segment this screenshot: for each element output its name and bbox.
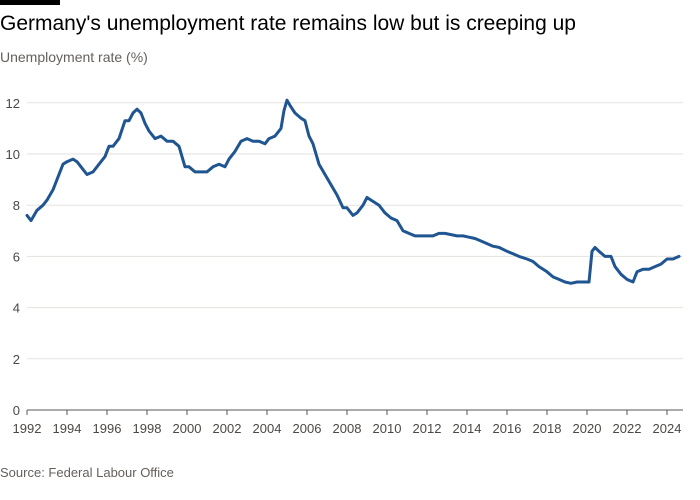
- chart-title: Germany's unemployment rate remains low …: [0, 12, 576, 35]
- brand-bar: [0, 0, 60, 5]
- x-tick-label-2022: 2022: [613, 421, 642, 436]
- x-tick-label-2012: 2012: [413, 421, 442, 436]
- x-tick-label-1998: 1998: [133, 421, 162, 436]
- x-tick-label-2008: 2008: [333, 421, 362, 436]
- x-tick-label-2010: 2010: [373, 421, 402, 436]
- x-tick-label-1996: 1996: [93, 421, 122, 436]
- x-tick-label-2014: 2014: [453, 421, 482, 436]
- x-tick-label-1992: 1992: [13, 421, 42, 436]
- x-tick-label-1994: 1994: [53, 421, 82, 436]
- x-tick-label-2018: 2018: [533, 421, 562, 436]
- y-tick-label-8: 8: [13, 198, 20, 213]
- x-axis-ticks: 1992 1994 1996 1998 2000 2002 2004 2006 2008 2010…: [13, 409, 683, 436]
- x-tick-label-2024: 2024: [653, 421, 682, 436]
- series-line-0: [25, 98, 681, 285]
- line-chart: 0 2 4 6 8 10 12 1992 1994 1996 1998 2000 2002 2004 20…: [6, 96, 683, 436]
- y-tick-label-4: 4: [13, 301, 20, 316]
- x-tick-label-2002: 2002: [213, 421, 242, 436]
- series-layer: [25, 98, 681, 285]
- y-tick-label-10: 10: [6, 147, 20, 162]
- x-tick-label-2004: 2004: [253, 421, 282, 436]
- chart-subtitle: Unemployment rate (%): [0, 49, 148, 65]
- y-tick-label-6: 6: [13, 249, 20, 264]
- y-tick-label-0: 0: [13, 403, 20, 418]
- y-tick-label-12: 12: [6, 96, 20, 111]
- x-tick-label-2000: 2000: [173, 421, 202, 436]
- x-tick-label-2016: 2016: [493, 421, 522, 436]
- y-tick-label-2: 2: [13, 352, 20, 367]
- source-note: Source: Federal Labour Office: [0, 465, 174, 480]
- gridlines: [27, 102, 683, 360]
- y-axis-ticks: 0 2 4 6 8 10 12: [6, 96, 20, 418]
- x-tick-label-2020: 2020: [573, 421, 602, 436]
- x-tick-label-2006: 2006: [293, 421, 322, 436]
